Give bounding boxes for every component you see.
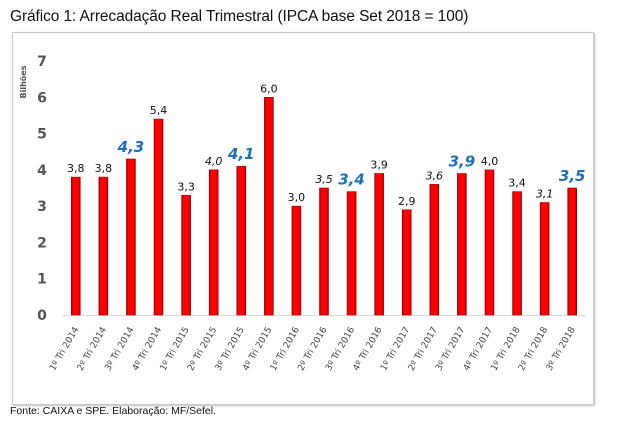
bar — [126, 158, 136, 316]
bar — [70, 176, 81, 316]
bar — [512, 191, 522, 316]
data-label: 3,1 — [536, 188, 554, 201]
bar — [319, 187, 329, 316]
data-label: 4,3 — [117, 138, 145, 156]
y-tick-label: 6 — [37, 90, 47, 106]
bar — [208, 169, 219, 316]
data-label: 2,9 — [398, 195, 416, 208]
data-label: 3,5 — [559, 167, 586, 185]
bar — [429, 184, 440, 316]
data-label: 3,4 — [508, 177, 526, 190]
bar — [346, 191, 357, 316]
data-label: 4,1 — [227, 145, 255, 163]
data-label: 3,9 — [370, 158, 388, 171]
bar — [567, 187, 578, 316]
y-tick-label: 3 — [37, 199, 47, 215]
y-tick-label: 0 — [37, 308, 47, 324]
data-label: 4,0 — [481, 155, 499, 168]
data-label: 3,5 — [315, 173, 333, 186]
data-label: 3,8 — [95, 162, 113, 175]
y-tick-label: 1 — [37, 272, 47, 288]
bar — [236, 165, 247, 316]
y-tick-label: 2 — [37, 235, 47, 251]
y-tick-label: 4 — [37, 163, 47, 179]
data-label: 5,4 — [150, 104, 168, 117]
bar — [98, 176, 109, 316]
data-label: 3,8 — [67, 162, 85, 175]
data-label: 4,0 — [205, 155, 223, 168]
data-label: 3,3 — [177, 180, 195, 193]
data-label: 3,4 — [338, 171, 365, 189]
source-note: Fonte: CAIXA e SPE. Elaboração: MF/Sefel… — [10, 405, 217, 417]
data-label: 3,9 — [449, 152, 476, 170]
bar — [291, 205, 302, 316]
bar — [539, 202, 550, 316]
y-tick-label: 7 — [37, 54, 47, 70]
y-axis-label: Bilhões — [19, 65, 28, 98]
data-label: 6,0 — [260, 82, 278, 95]
data-label: 3,0 — [288, 191, 306, 204]
bar — [401, 209, 412, 316]
x-tick-label: 3º Tri 2018 — [545, 325, 578, 373]
bar — [374, 173, 384, 316]
bar — [181, 194, 191, 316]
y-tick-label: 5 — [37, 127, 47, 143]
bar — [264, 96, 274, 316]
chart-frame — [12, 32, 594, 405]
bar — [153, 118, 164, 316]
bar — [457, 173, 467, 316]
bar — [484, 169, 495, 316]
chart-title: Gráfico 1: Arrecadação Real Trimestral (… — [10, 8, 469, 25]
data-label: 3,6 — [426, 169, 444, 182]
